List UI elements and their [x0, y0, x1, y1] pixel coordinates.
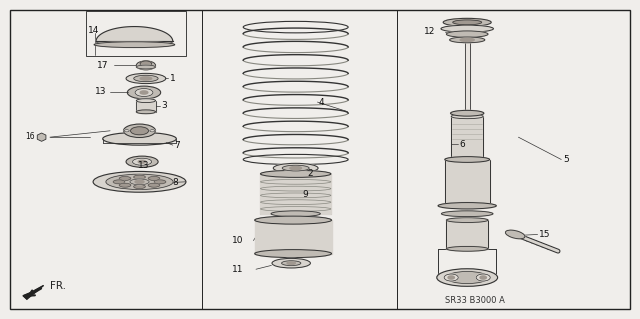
Ellipse shape: [124, 124, 156, 137]
Ellipse shape: [154, 180, 166, 184]
Polygon shape: [96, 26, 173, 41]
Text: 8: 8: [173, 178, 179, 187]
Ellipse shape: [438, 203, 497, 209]
Ellipse shape: [436, 269, 498, 286]
Ellipse shape: [453, 20, 481, 25]
Ellipse shape: [132, 158, 152, 165]
Text: 10: 10: [232, 236, 243, 245]
Ellipse shape: [148, 183, 160, 187]
Ellipse shape: [124, 130, 129, 132]
Ellipse shape: [93, 171, 186, 192]
Ellipse shape: [444, 274, 458, 281]
Ellipse shape: [287, 262, 296, 264]
Ellipse shape: [119, 183, 131, 187]
Ellipse shape: [102, 132, 177, 145]
Bar: [451, 116, 483, 160]
Text: 4: 4: [319, 98, 324, 107]
Ellipse shape: [442, 211, 493, 217]
Ellipse shape: [148, 176, 160, 180]
Ellipse shape: [134, 175, 145, 179]
Text: 11: 11: [232, 265, 243, 274]
Polygon shape: [37, 133, 46, 141]
Ellipse shape: [130, 179, 149, 185]
Ellipse shape: [480, 276, 486, 279]
Ellipse shape: [443, 18, 492, 26]
Text: 3: 3: [161, 101, 167, 110]
Polygon shape: [23, 286, 44, 299]
Ellipse shape: [282, 261, 301, 265]
Ellipse shape: [445, 203, 490, 208]
Text: 16: 16: [26, 132, 35, 141]
Ellipse shape: [150, 130, 155, 132]
Ellipse shape: [272, 258, 310, 268]
Text: 6: 6: [460, 140, 465, 149]
Bar: [447, 220, 488, 249]
Ellipse shape: [113, 180, 125, 184]
Ellipse shape: [126, 156, 158, 167]
Ellipse shape: [282, 165, 309, 171]
Ellipse shape: [447, 218, 488, 223]
Ellipse shape: [138, 160, 146, 163]
Ellipse shape: [445, 157, 490, 162]
Ellipse shape: [119, 176, 131, 180]
Ellipse shape: [140, 91, 148, 94]
Ellipse shape: [127, 86, 161, 99]
Ellipse shape: [506, 230, 525, 239]
Ellipse shape: [451, 114, 483, 119]
Ellipse shape: [273, 163, 318, 173]
Ellipse shape: [260, 170, 331, 177]
Ellipse shape: [255, 216, 332, 224]
Ellipse shape: [135, 180, 144, 183]
Bar: [255, 220, 332, 254]
Ellipse shape: [140, 61, 152, 67]
Text: 15: 15: [539, 230, 550, 239]
Ellipse shape: [451, 110, 484, 116]
Ellipse shape: [136, 99, 156, 103]
Ellipse shape: [126, 73, 166, 84]
Text: 2: 2: [307, 169, 313, 178]
Ellipse shape: [131, 127, 148, 135]
Text: FR.: FR.: [50, 281, 66, 292]
Text: 14: 14: [88, 26, 100, 35]
Ellipse shape: [447, 271, 488, 284]
Ellipse shape: [449, 37, 485, 43]
Text: 13: 13: [138, 161, 149, 170]
Ellipse shape: [448, 276, 454, 279]
Bar: [86, 11, 186, 56]
Ellipse shape: [136, 61, 156, 70]
Text: 17: 17: [97, 61, 109, 70]
Ellipse shape: [476, 274, 490, 281]
Ellipse shape: [134, 75, 158, 82]
Text: 7: 7: [174, 141, 180, 150]
Ellipse shape: [136, 65, 156, 69]
Bar: [260, 174, 331, 214]
Ellipse shape: [290, 167, 301, 170]
Ellipse shape: [460, 38, 474, 41]
Ellipse shape: [447, 246, 488, 251]
Bar: [136, 100, 156, 112]
Ellipse shape: [106, 174, 173, 189]
Ellipse shape: [140, 77, 152, 80]
Ellipse shape: [255, 249, 332, 258]
Ellipse shape: [96, 38, 173, 46]
Ellipse shape: [94, 42, 175, 48]
Text: 1: 1: [170, 74, 175, 83]
Ellipse shape: [136, 110, 156, 114]
Text: SR33 B3000 A: SR33 B3000 A: [445, 296, 505, 305]
Bar: [465, 43, 470, 113]
Ellipse shape: [447, 31, 488, 37]
Text: 9: 9: [302, 190, 308, 199]
Ellipse shape: [441, 25, 493, 32]
Bar: [445, 160, 490, 206]
Ellipse shape: [134, 185, 145, 189]
Text: 5: 5: [563, 155, 569, 164]
Ellipse shape: [271, 211, 321, 217]
Text: 12: 12: [424, 27, 435, 36]
Ellipse shape: [135, 89, 153, 97]
Text: 13: 13: [95, 87, 106, 96]
